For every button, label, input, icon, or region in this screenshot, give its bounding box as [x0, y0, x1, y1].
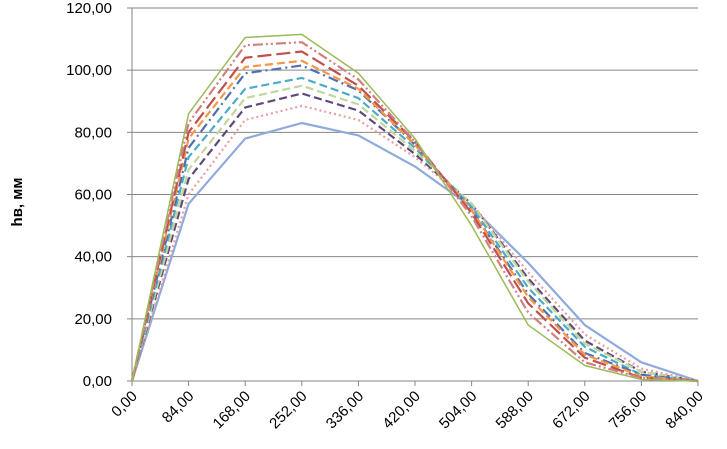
y-tick-label: 120,00 [66, 0, 112, 17]
x-tick-label: 672,00 [549, 388, 593, 432]
x-tick-labels: 0,00 84,00 168,00 252,00 336,00 420,00 504,00 5… [108, 388, 707, 432]
x-tick-label: 756,00 [606, 388, 650, 432]
x-tick-label: 84,00 [159, 388, 198, 427]
x-tick-label: 504,00 [436, 388, 480, 432]
x-tick-label: 336,00 [323, 388, 367, 432]
series-line-3 [130, 92, 699, 383]
y-tick-labels: 0,00 20,00 40,00 60,00 80,00 100,00 120,00 [66, 0, 112, 390]
y-tick-label: 20,00 [74, 311, 112, 328]
y-tick-label: 40,00 [74, 249, 112, 266]
gridlines [132, 7, 698, 320]
series-line-8 [130, 50, 699, 383]
series-line-7 [130, 59, 699, 383]
y-tick-label: 60,00 [74, 187, 112, 204]
x-tick-label: 168,00 [210, 388, 254, 432]
x-tick-label: 420,00 [379, 388, 423, 432]
series-line-2 [130, 104, 699, 383]
series-line-10 [131, 33, 699, 382]
series-line-6 [130, 64, 699, 383]
series-line-4 [130, 84, 699, 383]
series-line-5 [130, 76, 699, 383]
y-tick-label: 0,00 [83, 373, 112, 390]
series-line-9 [130, 41, 699, 383]
axes [127, 7, 699, 386]
y-tick-label: 100,00 [66, 62, 112, 79]
x-tick-label: 252,00 [266, 388, 310, 432]
y-tick-label: 80,00 [74, 124, 112, 141]
x-tick-label: 588,00 [493, 388, 537, 432]
x-tick-label: 0,00 [108, 388, 141, 421]
series-line-1 [130, 121, 699, 383]
series-lines [130, 33, 699, 383]
x-tick-label: 840,00 [662, 388, 706, 432]
y-axis-title: hв, мм [9, 178, 26, 227]
